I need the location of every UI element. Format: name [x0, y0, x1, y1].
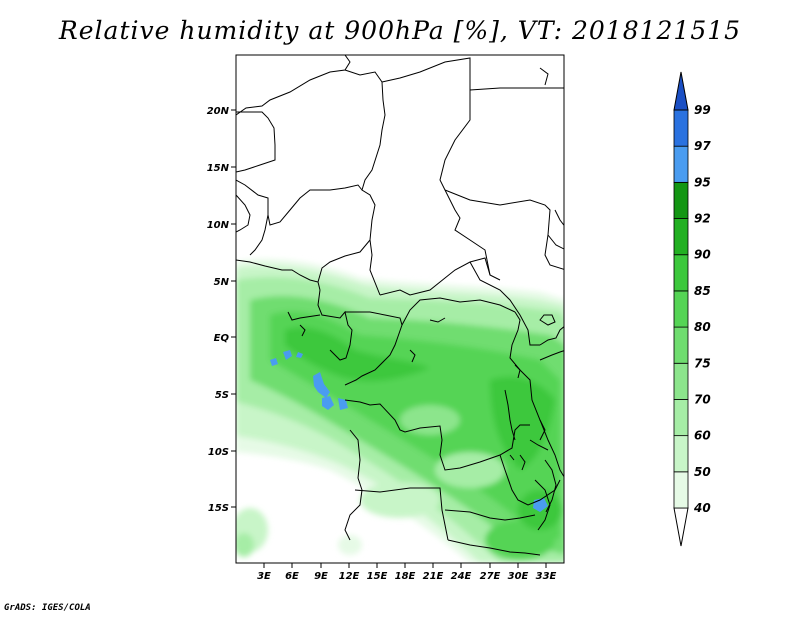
rh-region-90 [285, 327, 430, 382]
footer-credit: GrADS: IGES/COLA [4, 603, 91, 613]
lat-labels: 20N 15N 10N 5N EQ 5S 10S 15S [207, 106, 230, 514]
lon-label: 33E [536, 571, 557, 582]
colorbar-label: 92 [694, 212, 711, 226]
lat-label: 10S [208, 447, 229, 458]
lon-label: 30E [508, 571, 529, 582]
colorbar-label: 40 [693, 501, 711, 515]
lon-label: 3E [257, 571, 271, 582]
colorbar-segment [673, 218, 689, 256]
lon-label: 24E [451, 571, 472, 582]
lat-label: 5S [215, 390, 229, 401]
lat-label: 15S [208, 503, 229, 514]
colorbar-label: 99 [694, 103, 711, 117]
colorbar-segment [673, 181, 689, 219]
colorbar-segment [673, 145, 689, 183]
lon-label: 9E [314, 571, 328, 582]
lon-label: 6E [285, 571, 299, 582]
political-borders [236, 55, 564, 556]
chart-title: Relative humidity at 900hPa [%], VT: 201… [58, 16, 742, 45]
colorbar-label: 97 [694, 139, 711, 153]
lon-label: 27E [480, 571, 501, 582]
rh-region-90b [490, 376, 555, 470]
colorbar-upper-extension [673, 71, 689, 111]
lat-ticks [231, 109, 236, 508]
lon-label: 18E [395, 571, 416, 582]
lat-label: 15N [207, 163, 230, 174]
colorbar-label: 80 [694, 320, 711, 334]
colorbar-segment [673, 471, 689, 509]
colorbar-segment [673, 399, 689, 437]
lat-label: 20N [207, 106, 230, 117]
colorbar-label: 85 [694, 284, 711, 298]
colorbar-label: 75 [694, 356, 711, 370]
colorbar-segment [673, 109, 689, 147]
lon-label: 15E [367, 571, 388, 582]
colorbar-lower-extension [673, 507, 689, 547]
colorbar-label: 90 [694, 248, 711, 262]
lat-label: 5N [214, 277, 230, 288]
lat-label: EQ [214, 333, 230, 344]
colorbar: 40 50 60 70 75 80 85 90 92 95 97 99 [673, 71, 711, 547]
colorbar-label: 50 [694, 465, 711, 479]
colorbar-label: 70 [694, 392, 711, 406]
map-frame [235, 54, 565, 564]
colorbar-segment [673, 362, 689, 400]
lon-label: 21E [423, 571, 444, 582]
lat-label: 10N [207, 220, 230, 231]
colorbar-label: 95 [694, 175, 711, 189]
colorbar-segment [673, 435, 689, 473]
colorbar-segment [673, 254, 689, 292]
lon-labels: 3E 6E 9E 12E 15E 18E 21E 24E 27E 30E 33E [257, 571, 556, 582]
colorbar-label: 60 [694, 429, 711, 443]
colorbar-segment [673, 326, 689, 364]
lon-ticks [263, 563, 547, 568]
lon-label: 12E [339, 571, 360, 582]
colorbar-segment [673, 290, 689, 328]
